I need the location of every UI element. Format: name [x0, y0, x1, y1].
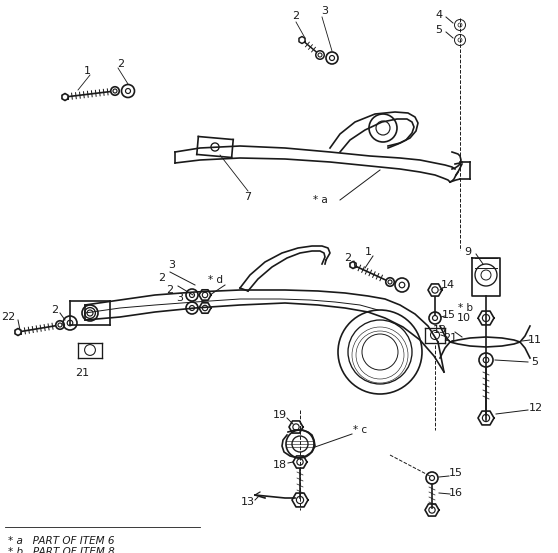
Text: 14: 14: [441, 280, 455, 290]
Text: 1: 1: [84, 66, 90, 76]
Text: * a   PART OF ITEM 6: * a PART OF ITEM 6: [8, 536, 114, 546]
Text: 12: 12: [529, 403, 543, 413]
Text: 2: 2: [117, 59, 124, 69]
Text: 19: 19: [273, 410, 287, 420]
Text: * b   PART OF ITEM 8: * b PART OF ITEM 8: [8, 547, 115, 553]
Text: 3: 3: [176, 293, 184, 303]
Text: 2: 2: [344, 253, 352, 263]
Text: * d: * d: [208, 275, 223, 285]
Text: 5: 5: [435, 25, 442, 35]
Text: 21: 21: [75, 368, 89, 378]
Text: 3: 3: [169, 260, 176, 270]
Text: 4: 4: [435, 10, 442, 20]
Text: * c: * c: [353, 425, 367, 435]
Text: 15: 15: [442, 310, 456, 320]
Text: 15: 15: [449, 468, 463, 478]
Text: 21: 21: [443, 333, 457, 343]
Text: 1: 1: [364, 247, 372, 257]
Text: 13: 13: [433, 325, 447, 335]
Text: 2: 2: [166, 285, 174, 295]
Text: 13: 13: [241, 497, 255, 507]
Text: 16: 16: [449, 488, 463, 498]
Text: 2: 2: [51, 305, 59, 315]
Text: 10: 10: [457, 313, 471, 323]
Text: 18: 18: [273, 460, 287, 470]
Text: * a: * a: [312, 195, 328, 205]
Text: 2: 2: [292, 11, 300, 21]
Text: 5: 5: [532, 357, 538, 367]
Text: 9: 9: [464, 247, 472, 257]
Text: 22: 22: [1, 312, 15, 322]
Text: 3: 3: [321, 6, 329, 16]
Text: 7: 7: [244, 192, 252, 202]
Text: 2: 2: [158, 273, 166, 283]
Text: 11: 11: [528, 335, 542, 345]
Text: * b: * b: [459, 303, 474, 313]
